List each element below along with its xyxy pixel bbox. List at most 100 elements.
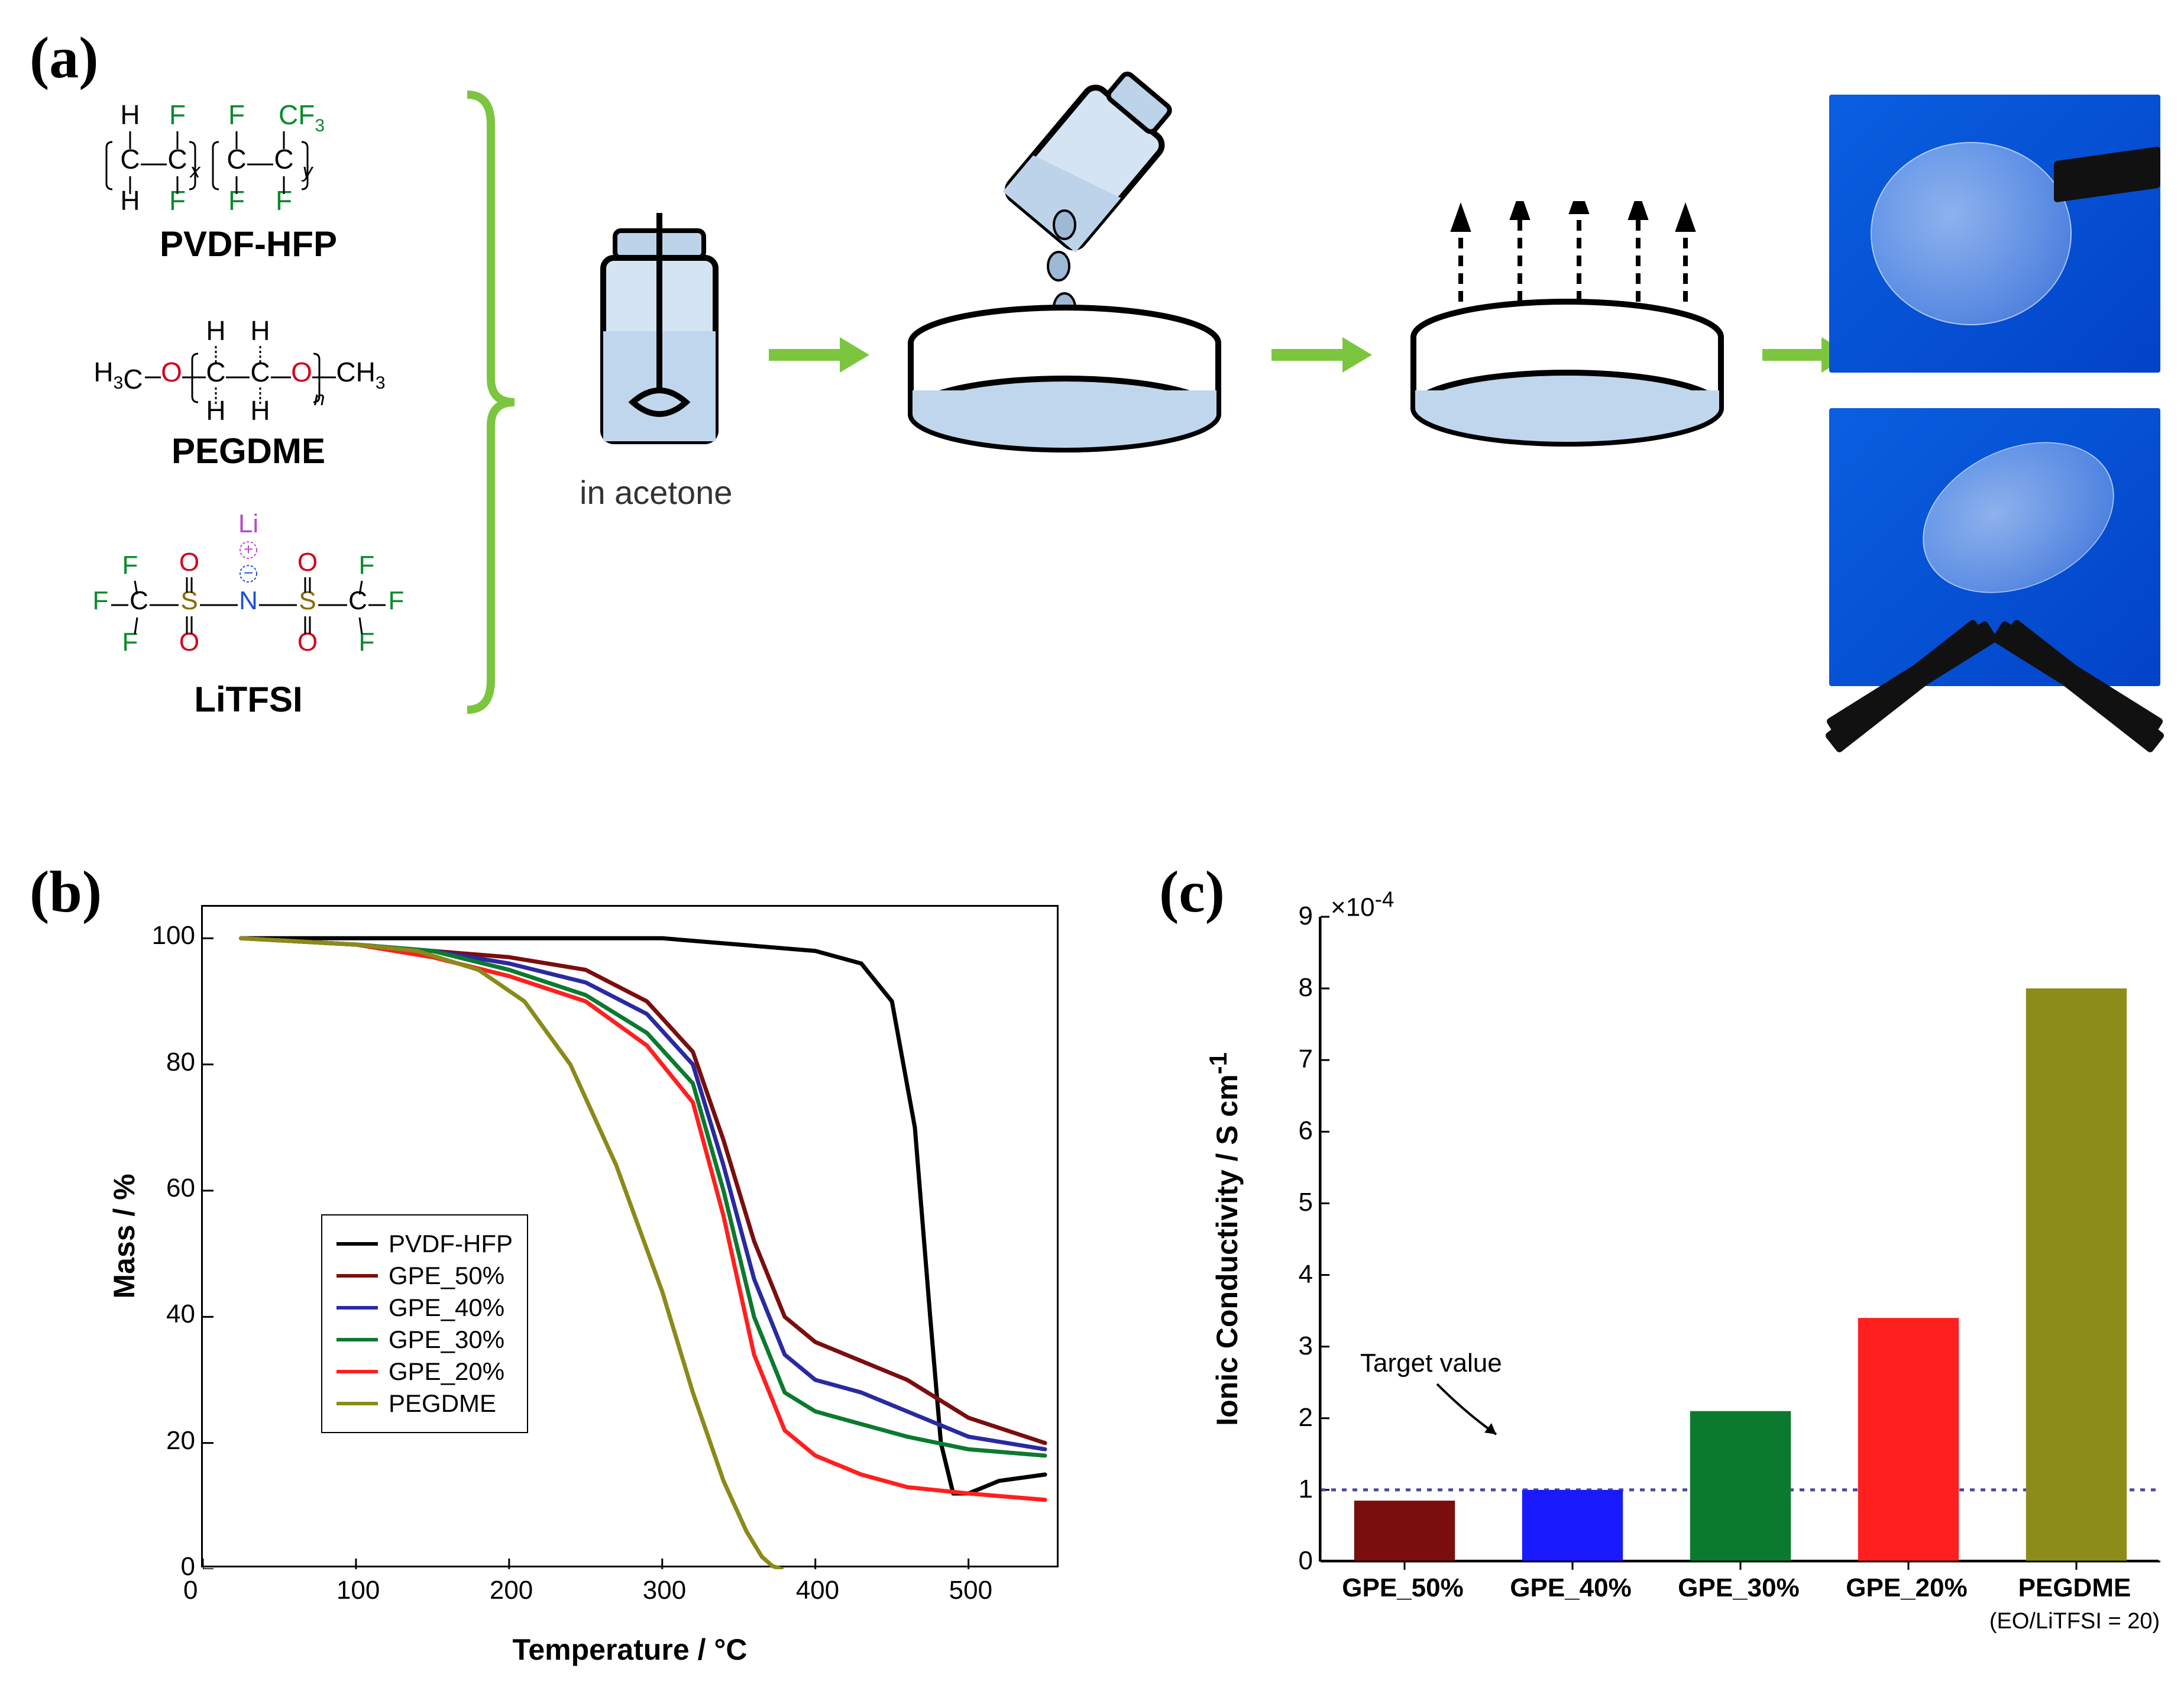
chart-b-ytick: 40: [148, 1299, 195, 1329]
chart-b-ylabel: Mass / %: [107, 1173, 141, 1298]
chart-c-category-label: GPE_20%: [1836, 1573, 1978, 1603]
step-evap: [1390, 201, 1745, 476]
svg-text:H: H: [206, 315, 225, 346]
arrow-1-icon: [769, 331, 869, 379]
svg-text:F: F: [359, 551, 375, 580]
svg-text:N: N: [239, 586, 258, 615]
chart-c-ytick: 2: [1283, 1403, 1313, 1433]
panel-b-label: (b): [30, 858, 102, 926]
legend-item: PVDF-HFP: [337, 1230, 513, 1258]
chart-c-ytick: 6: [1283, 1116, 1313, 1146]
svg-text:+: +: [244, 540, 253, 558]
chart-c-category-label: GPE_30%: [1668, 1573, 1810, 1603]
legend-item: GPE_40%: [337, 1294, 513, 1322]
svg-text:O: O: [161, 357, 182, 387]
panel-a: (a) HF FCF3 CC CC HF FF x y: [12, 24, 2172, 793]
dish-pour-icon: [887, 59, 1254, 473]
legend-item: GPE_20%: [337, 1357, 513, 1386]
legend-swatch: [337, 1242, 378, 1246]
chart-b-ytick: 20: [148, 1426, 195, 1456]
legend-swatch: [337, 1338, 378, 1341]
svg-text:C: C: [130, 586, 148, 615]
panel-c-label: (c): [1159, 858, 1225, 926]
chart-c-category-sublabel: (EO/LiTFSI = 20): [1980, 1609, 2169, 1634]
chart-b-ytick: 60: [148, 1173, 195, 1203]
chart-b-xtick: 300: [643, 1576, 686, 1605]
chem-pvdfhfp: HF FCF3 CC CC HF FF x y: [41, 89, 455, 264]
legend-swatch: [337, 1402, 378, 1405]
chart-c-target-label: Target value: [1360, 1349, 1502, 1378]
legend-item: GPE_50%: [337, 1262, 513, 1290]
legend-swatch: [337, 1306, 378, 1310]
step-vial: [562, 213, 751, 464]
litfsi-structure-icon: Li + − N SS OO OO CC FF FF FF: [71, 509, 426, 674]
svg-text:O: O: [297, 548, 318, 577]
chart-c-ytick: 8: [1283, 973, 1313, 1003]
chart-b-ytick: 100: [148, 921, 195, 951]
chart-c-ytick: 3: [1283, 1331, 1313, 1361]
chart-b-xtick: 500: [949, 1576, 992, 1605]
legend-label: GPE_20%: [389, 1357, 504, 1386]
svg-text:F: F: [228, 99, 245, 130]
legend-item: GPE_30%: [337, 1325, 513, 1354]
pvdfhfp-name: PVDF-HFP: [41, 224, 455, 264]
legend-label: GPE_50%: [389, 1262, 504, 1290]
chart-c-ytick: 9: [1283, 901, 1313, 931]
chart-c-ytick: 0: [1283, 1546, 1313, 1576]
photo-film-bent: [1829, 408, 2160, 686]
svg-text:O: O: [291, 357, 312, 387]
chart-c-ytick: 4: [1283, 1260, 1313, 1289]
svg-text:F: F: [122, 551, 138, 580]
svg-text:H: H: [250, 315, 270, 346]
pegdme-structure-icon: H3C O CC O CH3 HH HH n: [83, 308, 414, 426]
chart-b-ytick: 80: [148, 1048, 195, 1077]
chart-b-xtick: 200: [490, 1576, 533, 1605]
svg-text:S: S: [180, 586, 198, 615]
svg-text:C: C: [348, 586, 367, 615]
chart-c-ytick: 7: [1283, 1045, 1313, 1074]
legend-swatch: [337, 1370, 378, 1373]
svg-text:O: O: [179, 628, 199, 657]
chart-c-category-label: GPE_40%: [1500, 1573, 1642, 1603]
chem-litfsi: Li + − N SS OO OO CC FF FF FF: [41, 509, 455, 720]
photo-film-held: [1829, 95, 2160, 373]
legend-label: GPE_30%: [389, 1325, 504, 1354]
chart-b-xlabel: Temperature / °C: [513, 1632, 748, 1667]
dish-evap-icon: [1390, 201, 1745, 473]
chart-c-category-label: PEGDME: [2004, 1573, 2146, 1603]
svg-text:−: −: [244, 564, 253, 582]
svg-text:Li: Li: [238, 509, 258, 538]
svg-text:O: O: [297, 628, 318, 657]
chart-c-plot: [1319, 917, 2159, 1561]
panel-c: (c) ×10-4 Ionic Conductivity / S cm-1 01…: [1153, 858, 2182, 1698]
panel-b: (b) PVDF-HFP GPE_50% GPE_40% GPE_30% GPE_20%…: [12, 858, 1094, 1698]
chart-c-category-label: GPE_50%: [1332, 1573, 1474, 1603]
svg-text:F: F: [389, 586, 405, 615]
svg-text:H: H: [120, 99, 140, 130]
chart-b-plot: PVDF-HFP GPE_50% GPE_40% GPE_30% GPE_20% PEGD…: [201, 905, 1059, 1567]
panel-a-label: (a): [30, 24, 99, 92]
caption-in-acetone: in acetone: [580, 473, 732, 512]
chart-b-legend: PVDF-HFP GPE_50% GPE_40% GPE_30% GPE_20% PEGD…: [321, 1214, 528, 1433]
svg-text:H3C: H3C: [93, 357, 143, 395]
svg-text:O: O: [179, 548, 199, 577]
step-pour: [887, 59, 1254, 476]
chart-c-ytick: 5: [1283, 1188, 1313, 1217]
legend-label: GPE_40%: [389, 1294, 504, 1322]
vial-stir-icon: [562, 213, 751, 461]
svg-text:S: S: [299, 586, 316, 615]
svg-text:H: H: [250, 395, 270, 426]
chart-c-ytick: 1: [1283, 1475, 1313, 1504]
pegdme-name: PEGDME: [41, 431, 455, 471]
legend-item: PEGDME: [337, 1389, 513, 1418]
svg-text:CH3: CH3: [336, 357, 385, 393]
svg-text:F: F: [169, 99, 186, 130]
arrow-2-icon: [1271, 331, 1372, 379]
figure-container: (a) HF FCF3 CC CC HF FF x y: [12, 12, 2172, 1695]
chart-c-ylabel: Ionic Conductivity / S cm-1: [1204, 1052, 1244, 1426]
legend-label: PVDF-HFP: [389, 1230, 513, 1258]
chem-pegdme: H3C O CC O CH3 HH HH n: [41, 308, 455, 471]
litfsi-name: LiTFSI: [41, 679, 455, 720]
svg-text:CF3: CF3: [279, 99, 325, 135]
svg-text:H: H: [206, 395, 225, 426]
